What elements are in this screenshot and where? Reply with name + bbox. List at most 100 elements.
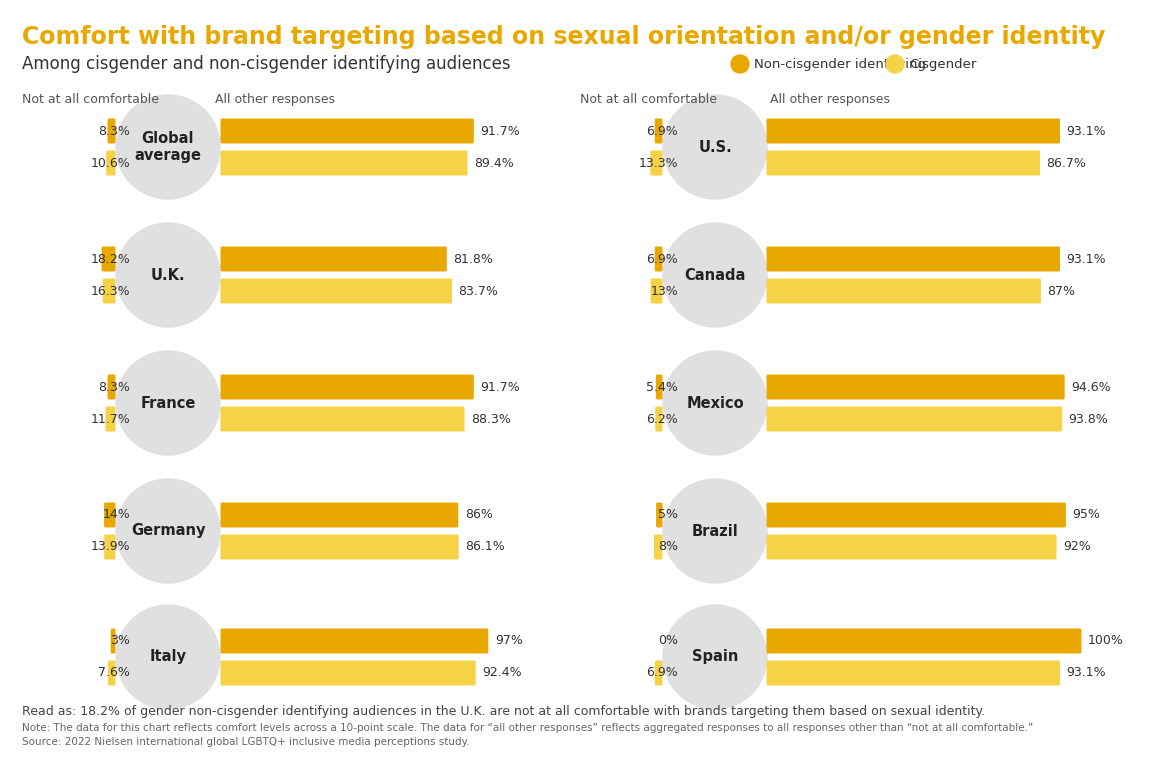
FancyBboxPatch shape bbox=[656, 375, 662, 399]
FancyBboxPatch shape bbox=[108, 660, 115, 685]
Circle shape bbox=[664, 223, 767, 327]
FancyBboxPatch shape bbox=[221, 535, 459, 559]
Text: 83.7%: 83.7% bbox=[459, 285, 498, 298]
FancyBboxPatch shape bbox=[221, 629, 489, 653]
Text: U.S.: U.S. bbox=[698, 139, 731, 155]
Text: 18.2%: 18.2% bbox=[90, 252, 130, 265]
Text: 93.1%: 93.1% bbox=[1066, 666, 1106, 679]
Text: 14%: 14% bbox=[102, 509, 130, 522]
Text: 13.9%: 13.9% bbox=[91, 541, 130, 554]
Text: Cisgender: Cisgender bbox=[908, 57, 976, 70]
Text: 6.9%: 6.9% bbox=[646, 125, 678, 138]
Circle shape bbox=[116, 351, 220, 455]
Text: France: France bbox=[140, 396, 196, 411]
FancyBboxPatch shape bbox=[221, 660, 476, 685]
FancyBboxPatch shape bbox=[105, 535, 115, 559]
Text: 3%: 3% bbox=[110, 634, 130, 647]
Circle shape bbox=[116, 223, 220, 327]
FancyBboxPatch shape bbox=[106, 406, 115, 431]
Text: Not at all comfortable: Not at all comfortable bbox=[22, 93, 159, 106]
FancyBboxPatch shape bbox=[767, 246, 1060, 272]
Text: 93.1%: 93.1% bbox=[1066, 252, 1106, 265]
FancyBboxPatch shape bbox=[221, 246, 447, 272]
Text: 86.1%: 86.1% bbox=[465, 541, 505, 554]
Text: 93.1%: 93.1% bbox=[1066, 125, 1106, 138]
FancyBboxPatch shape bbox=[221, 375, 474, 399]
Circle shape bbox=[116, 605, 220, 709]
FancyBboxPatch shape bbox=[767, 151, 1040, 175]
Circle shape bbox=[116, 479, 220, 583]
Text: Source: 2022 Nielsen international global LGBTQ+ inclusive media perceptions stu: Source: 2022 Nielsen international globa… bbox=[22, 737, 469, 747]
FancyBboxPatch shape bbox=[656, 406, 662, 431]
Text: All other responses: All other responses bbox=[215, 93, 335, 106]
FancyBboxPatch shape bbox=[654, 660, 662, 685]
FancyBboxPatch shape bbox=[654, 246, 662, 272]
Text: 95%: 95% bbox=[1073, 509, 1101, 522]
Text: 92.4%: 92.4% bbox=[482, 666, 522, 679]
Text: 11.7%: 11.7% bbox=[90, 412, 130, 425]
Text: All other responses: All other responses bbox=[770, 93, 890, 106]
Circle shape bbox=[664, 351, 767, 455]
Text: 91.7%: 91.7% bbox=[481, 125, 520, 138]
Text: Not at all comfortable: Not at all comfortable bbox=[580, 93, 716, 106]
Text: 0%: 0% bbox=[658, 634, 678, 647]
FancyBboxPatch shape bbox=[221, 503, 459, 528]
FancyBboxPatch shape bbox=[767, 503, 1066, 528]
Circle shape bbox=[116, 95, 220, 199]
FancyBboxPatch shape bbox=[654, 119, 662, 144]
Text: 13.3%: 13.3% bbox=[638, 157, 678, 170]
Text: 81.8%: 81.8% bbox=[453, 252, 493, 265]
FancyBboxPatch shape bbox=[221, 119, 474, 144]
Text: 16.3%: 16.3% bbox=[91, 285, 130, 298]
Text: 97%: 97% bbox=[494, 634, 523, 647]
Text: 100%: 100% bbox=[1088, 634, 1124, 647]
Text: 89.4%: 89.4% bbox=[474, 157, 514, 170]
Text: 6.2%: 6.2% bbox=[646, 412, 678, 425]
Text: 88.3%: 88.3% bbox=[472, 412, 511, 425]
FancyBboxPatch shape bbox=[221, 406, 465, 431]
FancyBboxPatch shape bbox=[767, 660, 1060, 685]
FancyBboxPatch shape bbox=[102, 278, 115, 304]
Circle shape bbox=[664, 605, 767, 709]
FancyBboxPatch shape bbox=[101, 246, 115, 272]
Circle shape bbox=[664, 95, 767, 199]
Text: 6.9%: 6.9% bbox=[646, 666, 678, 679]
Text: 5.4%: 5.4% bbox=[646, 380, 678, 393]
Text: Global
average: Global average bbox=[135, 131, 201, 163]
Text: 8%: 8% bbox=[658, 541, 678, 554]
FancyBboxPatch shape bbox=[767, 375, 1065, 399]
FancyBboxPatch shape bbox=[106, 151, 115, 175]
Text: 86%: 86% bbox=[465, 509, 492, 522]
Text: Brazil: Brazil bbox=[691, 523, 738, 539]
Text: 93.8%: 93.8% bbox=[1068, 412, 1109, 425]
Text: U.K.: U.K. bbox=[151, 268, 185, 282]
Text: 10.6%: 10.6% bbox=[90, 157, 130, 170]
Circle shape bbox=[731, 55, 749, 73]
Text: 87%: 87% bbox=[1048, 285, 1075, 298]
FancyBboxPatch shape bbox=[107, 375, 115, 399]
Text: 6.9%: 6.9% bbox=[646, 252, 678, 265]
Text: Note: The data for this chart reflects comfort levels across a 10-point scale. T: Note: The data for this chart reflects c… bbox=[22, 723, 1033, 733]
FancyBboxPatch shape bbox=[767, 629, 1081, 653]
FancyBboxPatch shape bbox=[107, 119, 115, 144]
Text: 13%: 13% bbox=[650, 285, 678, 298]
Text: Among cisgender and non-cisgender identifying audiences: Among cisgender and non-cisgender identi… bbox=[22, 55, 511, 73]
FancyBboxPatch shape bbox=[767, 406, 1063, 431]
Circle shape bbox=[886, 55, 904, 73]
Text: 86.7%: 86.7% bbox=[1046, 157, 1087, 170]
FancyBboxPatch shape bbox=[651, 278, 662, 304]
FancyBboxPatch shape bbox=[110, 629, 115, 653]
Text: Italy: Italy bbox=[150, 649, 186, 665]
Text: Read as: 18.2% of gender non-cisgender identifying audiences in the U.K. are not: Read as: 18.2% of gender non-cisgender i… bbox=[22, 705, 986, 718]
FancyBboxPatch shape bbox=[767, 535, 1057, 559]
Text: 92%: 92% bbox=[1063, 541, 1091, 554]
Text: Germany: Germany bbox=[131, 523, 205, 539]
Text: 91.7%: 91.7% bbox=[481, 380, 520, 393]
Text: 8.3%: 8.3% bbox=[98, 125, 130, 138]
FancyBboxPatch shape bbox=[767, 119, 1060, 144]
FancyBboxPatch shape bbox=[105, 503, 115, 528]
Text: Comfort with brand targeting based on sexual orientation and/or gender identity: Comfort with brand targeting based on se… bbox=[22, 25, 1105, 49]
Text: 8.3%: 8.3% bbox=[98, 380, 130, 393]
Text: 94.6%: 94.6% bbox=[1071, 380, 1111, 393]
Text: Non-cisgender identifying: Non-cisgender identifying bbox=[754, 57, 926, 70]
